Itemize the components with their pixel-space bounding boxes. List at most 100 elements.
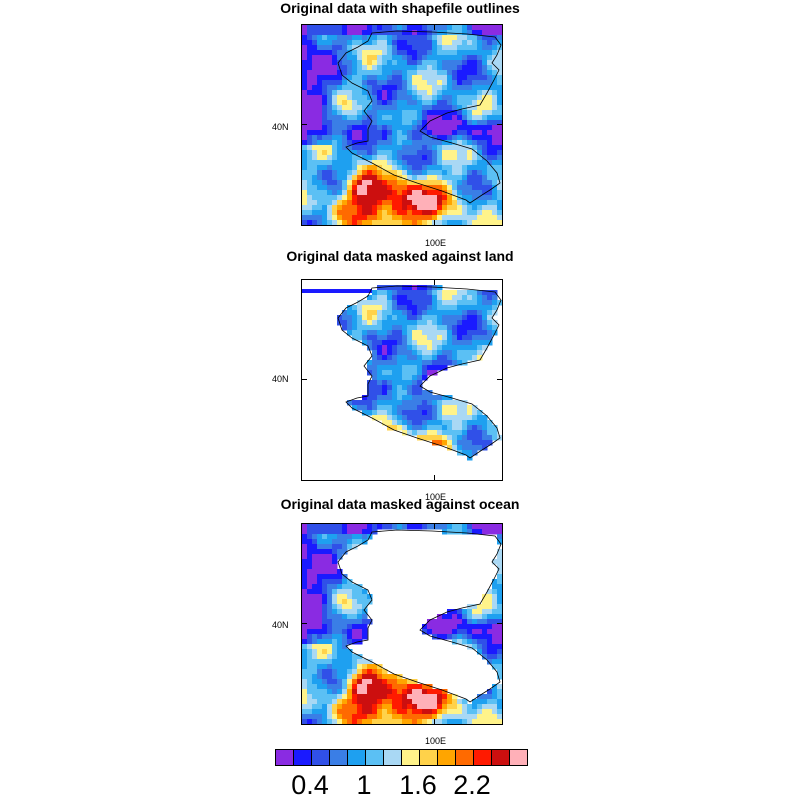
field-cell xyxy=(447,345,453,351)
colorbar-box xyxy=(293,749,312,766)
field-cell xyxy=(487,45,493,51)
lat-tick xyxy=(497,623,503,624)
field-cell xyxy=(382,120,388,126)
field-cell xyxy=(467,115,473,121)
field-cell xyxy=(327,584,333,590)
field-cell xyxy=(407,55,413,61)
field-cell xyxy=(417,140,423,146)
field-cell xyxy=(412,120,418,126)
field-cell xyxy=(392,704,398,710)
field-cell xyxy=(302,195,308,201)
field-cell xyxy=(332,594,338,600)
field-cell xyxy=(337,205,343,211)
field-cell xyxy=(302,634,308,640)
field-cell xyxy=(307,45,313,51)
field-cell xyxy=(342,614,348,620)
field-cell xyxy=(337,549,343,555)
field-cell xyxy=(442,190,448,196)
field-cell xyxy=(397,410,403,416)
field-cell xyxy=(337,529,343,535)
field-cell xyxy=(437,130,443,136)
field-cell xyxy=(452,150,458,156)
field-cell xyxy=(332,539,338,545)
field-cell xyxy=(452,529,458,535)
field-cell xyxy=(417,90,423,96)
field-cell xyxy=(392,340,398,346)
field-cell xyxy=(357,190,363,196)
field-cell xyxy=(367,689,373,695)
field-cell xyxy=(492,95,498,101)
field-cell xyxy=(492,70,498,76)
field-cell xyxy=(452,619,458,625)
field-cell xyxy=(497,624,502,630)
field-cell xyxy=(457,420,463,426)
field-cell xyxy=(467,80,473,86)
field-cell xyxy=(337,60,343,66)
field-cell xyxy=(322,579,328,585)
field-cell xyxy=(407,190,413,196)
field-cell xyxy=(397,135,403,141)
field-cell xyxy=(492,220,498,225)
lon-tick xyxy=(434,279,435,285)
field-cell xyxy=(372,290,378,296)
field-cell xyxy=(357,160,363,166)
field-cell xyxy=(422,45,428,51)
field-cell xyxy=(427,100,433,106)
field-cell xyxy=(487,110,493,116)
field-cell xyxy=(362,534,368,540)
field-cell xyxy=(387,370,393,376)
field-cell xyxy=(457,105,463,111)
field-cell xyxy=(442,45,448,51)
lat-tick xyxy=(301,124,307,125)
field-cell xyxy=(447,619,453,625)
field-cell xyxy=(457,614,463,620)
field-cell xyxy=(337,619,343,625)
field-cell xyxy=(402,125,408,131)
field-cell xyxy=(307,125,313,131)
field-cell xyxy=(412,100,418,106)
field-cell xyxy=(382,694,388,700)
field-cell xyxy=(347,524,353,530)
field-cell xyxy=(472,345,478,351)
field-cell xyxy=(437,180,443,186)
field-cell xyxy=(342,594,348,600)
field-cell xyxy=(347,85,353,91)
field-cell xyxy=(377,290,383,296)
field-cell xyxy=(327,170,333,176)
field-cell xyxy=(337,70,343,76)
field-cell xyxy=(387,340,393,346)
field-cell xyxy=(332,150,338,156)
field-cell xyxy=(467,604,473,610)
field-cell xyxy=(352,624,358,630)
field-cell xyxy=(432,125,438,131)
field-cell xyxy=(487,170,493,176)
field-cell xyxy=(417,45,423,51)
field-cell xyxy=(342,75,348,81)
field-cell xyxy=(302,569,308,575)
field-cell xyxy=(462,205,468,211)
field-cell xyxy=(477,165,483,171)
field-cell xyxy=(497,654,502,660)
field-cell xyxy=(322,110,328,116)
field-cell xyxy=(397,350,403,356)
field-cell xyxy=(472,614,478,620)
field-cell xyxy=(492,210,498,216)
field-cell xyxy=(497,85,502,91)
field-cell xyxy=(392,210,398,216)
field-cell xyxy=(317,569,323,575)
field-cell xyxy=(417,40,423,46)
field-cell xyxy=(477,295,483,301)
field-cell xyxy=(372,165,378,171)
field-cell xyxy=(372,130,378,136)
field-cell xyxy=(477,290,483,296)
field-cell xyxy=(317,524,323,530)
field-cell xyxy=(357,619,363,625)
field-cell xyxy=(402,90,408,96)
field-cell xyxy=(487,629,493,635)
field-cell xyxy=(497,629,502,635)
field-cell xyxy=(332,35,338,41)
field-cell xyxy=(447,714,453,720)
field-cell xyxy=(427,205,433,211)
field-cell xyxy=(472,185,478,191)
field-cell xyxy=(382,95,388,101)
